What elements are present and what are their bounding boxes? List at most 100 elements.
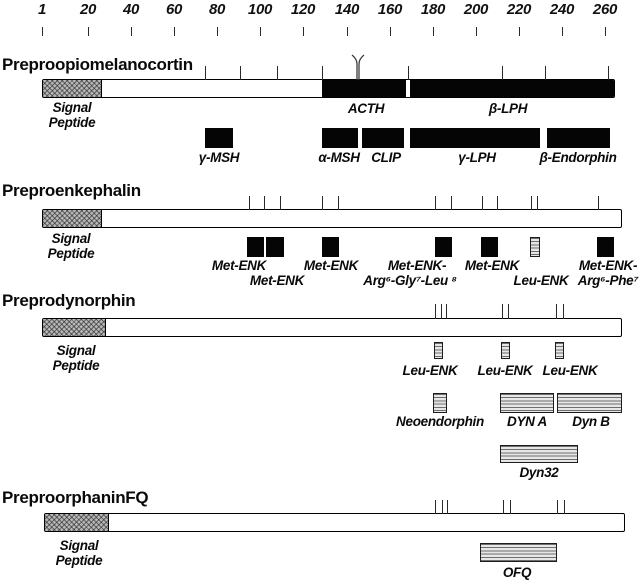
peptide-box xyxy=(322,237,339,257)
ruler-tick xyxy=(519,27,520,36)
ruler-label-220: 220 xyxy=(506,1,532,18)
peptide-box xyxy=(481,237,498,257)
ruler-tick xyxy=(347,27,348,36)
cleavage-site-tick xyxy=(510,500,511,514)
cleavage-site-tick xyxy=(497,196,498,210)
peptide-label: α-MSH xyxy=(318,150,360,165)
signal-peptide-segment xyxy=(43,319,106,336)
ruler-tick xyxy=(42,27,43,36)
peptide-box xyxy=(557,393,622,413)
ruler-tick xyxy=(260,27,261,36)
peptide-box xyxy=(500,393,554,413)
peptide-box xyxy=(433,393,447,413)
peptide-box xyxy=(480,543,557,562)
mature-peptide-region xyxy=(409,80,614,97)
peptide-label: ACTH xyxy=(347,101,385,116)
peptide-label: Leu-ENK xyxy=(477,363,533,378)
peptide-box xyxy=(530,237,540,257)
ruler-label-140: 140 xyxy=(334,1,360,18)
peptide-box xyxy=(435,237,452,257)
ruler-tick xyxy=(562,27,563,36)
peptide-box xyxy=(266,237,284,257)
peptide-label: Peptide xyxy=(48,115,96,130)
peptide-label: Signal xyxy=(52,100,92,115)
peptide-box xyxy=(247,237,264,257)
peptide-label: Peptide xyxy=(55,553,103,568)
cleavage-site-tick xyxy=(556,304,557,319)
peptide-label: Peptide xyxy=(52,358,100,373)
peptide-box xyxy=(362,128,404,148)
peptide-label: Met-ENK xyxy=(464,258,520,273)
peptide-label: Dyn B xyxy=(572,414,610,429)
peptide-box xyxy=(322,128,358,148)
cleavage-site-tick xyxy=(557,500,558,514)
cleavage-site-tick xyxy=(205,66,206,80)
peptide-box xyxy=(434,342,443,359)
cleavage-site-tick xyxy=(264,196,265,210)
peptide-label: Dyn32 xyxy=(519,465,559,480)
cleavage-site-tick xyxy=(441,304,442,319)
peptide-label: Met-ENK xyxy=(249,273,305,288)
ruler-label-20: 20 xyxy=(79,1,97,18)
glycosylation-icon xyxy=(348,52,368,80)
ruler-label-120: 120 xyxy=(290,1,316,18)
ruler-tick xyxy=(88,27,89,36)
cleavage-site-tick xyxy=(563,304,564,319)
cleavage-site-tick xyxy=(564,500,565,514)
ruler-tick xyxy=(390,27,391,36)
peptide-label: Signal xyxy=(56,343,96,358)
section-title-preproenkephalin: Preproenkephalin xyxy=(2,181,141,200)
cleavage-site-tick xyxy=(502,304,503,319)
cleavage-site-tick xyxy=(537,196,538,210)
ruler-label-60: 60 xyxy=(165,1,183,18)
ruler-tick xyxy=(433,27,434,36)
ruler-tick xyxy=(174,27,175,36)
ruler-label-40: 40 xyxy=(122,1,140,18)
peptide-label: Met-ENK- xyxy=(578,258,638,273)
mature-peptide-region xyxy=(321,80,406,97)
cleavage-site-tick xyxy=(338,196,339,210)
peptide-label: Met-ENK xyxy=(303,258,359,273)
ruler-label-100: 100 xyxy=(247,1,273,18)
ruler-label-200: 200 xyxy=(463,1,489,18)
cleavage-site-tick xyxy=(451,196,452,210)
peptide-label: Leu-ENK xyxy=(513,273,569,288)
cleavage-site-tick xyxy=(503,500,504,514)
ruler-tick xyxy=(605,27,606,36)
peptide-label: DYN A xyxy=(506,414,548,429)
ruler-label-240: 240 xyxy=(549,1,575,18)
cleavage-site-tick xyxy=(435,304,436,319)
precursor-bar-preproorphaninfq xyxy=(44,513,625,532)
peptide-label: Leu-ENK xyxy=(542,363,598,378)
peptide-label: γ-LPH xyxy=(458,150,496,165)
cleavage-site-tick xyxy=(442,500,443,514)
cleavage-site-tick xyxy=(598,196,599,210)
peptide-label: Leu-ENK xyxy=(402,363,458,378)
cleavage-site-tick xyxy=(446,304,447,319)
peptide-label: γ-MSH xyxy=(198,150,240,165)
section-title-preprodynorphin: Preprodynorphin xyxy=(2,291,136,310)
cleavage-site-tick xyxy=(482,196,483,210)
peptide-label: CLIP xyxy=(371,150,401,165)
section-title-preproorphaninfq: PreproorphaninFQ xyxy=(2,488,149,507)
ruler-label-180: 180 xyxy=(420,1,446,18)
peptide-box xyxy=(597,237,614,257)
section-title-preproopiomelanocortin: Preproopiomelanocortin xyxy=(2,55,193,74)
peptide-box xyxy=(410,128,540,148)
ruler-label-260: 260 xyxy=(592,1,618,18)
peptide-label: Met-ENK- xyxy=(387,258,447,273)
precursor-bar-preproopiomelanocortin xyxy=(42,79,615,98)
cleavage-site-tick xyxy=(322,66,323,80)
signal-peptide-segment xyxy=(45,514,109,531)
cleavage-site-tick xyxy=(277,66,278,80)
peptide-label: β-LPH xyxy=(488,101,528,116)
cleavage-site-tick xyxy=(531,196,532,210)
ruler-label-160: 160 xyxy=(377,1,403,18)
peptide-box xyxy=(205,128,233,148)
peptide-label: Neoendorphin xyxy=(396,414,484,429)
cleavage-site-tick xyxy=(240,66,241,80)
cleavage-site-tick xyxy=(408,66,409,80)
cleavage-site-tick xyxy=(280,196,281,210)
cleavage-site-tick xyxy=(508,304,509,319)
